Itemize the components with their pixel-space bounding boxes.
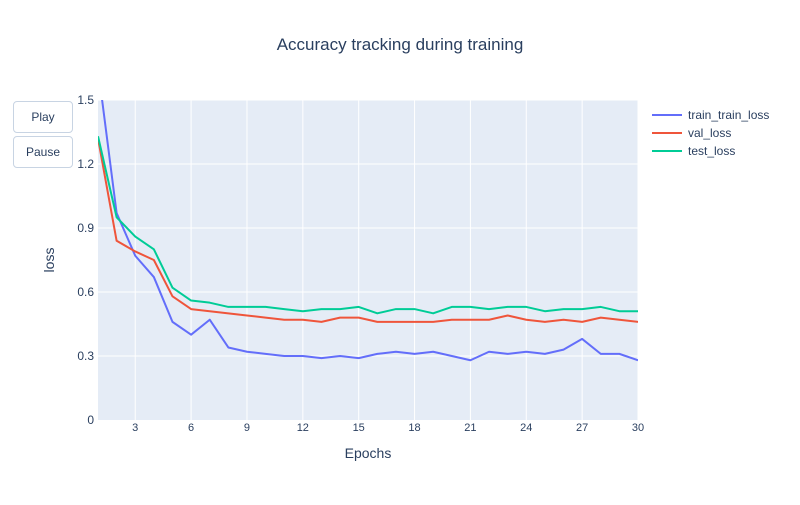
chart-title: Accuracy tracking during training (277, 35, 524, 54)
x-tick-label: 27 (576, 422, 588, 434)
y-tick-label: 0.3 (77, 349, 94, 363)
x-tick-label: 15 (353, 422, 365, 434)
pause-button[interactable]: Pause (13, 136, 73, 168)
grid-lines (98, 99, 639, 420)
series-line-train-train-loss (101, 100, 638, 362)
series-lines (98, 100, 638, 362)
play-button[interactable]: Play (13, 101, 73, 133)
x-tick-label: 9 (244, 422, 250, 434)
y-tick-label: 0 (87, 413, 94, 427)
x-tick-label: 18 (408, 422, 420, 434)
x-axis-ticks: 3 6 9 12 15 18 21 24 27 30 (132, 422, 644, 434)
y-tick-label: 0.9 (77, 221, 94, 235)
legend-label: val_loss (688, 126, 731, 140)
series-line-test-loss (98, 136, 638, 315)
x-tick-label: 6 (188, 422, 194, 434)
legend[interactable]: train_train_loss val_loss test_loss (652, 108, 769, 158)
legend-label: train_train_loss (688, 108, 769, 122)
x-tick-label: 24 (520, 422, 532, 434)
plot-area (98, 100, 638, 420)
legend-item[interactable]: train_train_loss (652, 108, 769, 122)
legend-label: test_loss (688, 144, 735, 158)
x-tick-label: 3 (132, 422, 138, 434)
y-axis-label: loss (41, 248, 57, 273)
x-tick-label: 12 (297, 422, 309, 434)
x-tick-label: 30 (632, 422, 644, 434)
legend-item[interactable]: val_loss (652, 126, 731, 140)
legend-item[interactable]: test_loss (652, 144, 735, 158)
y-axis-ticks: 0 0.3 0.6 0.9 1.2 1.5 (77, 93, 94, 427)
x-axis-label: Epochs (345, 445, 392, 461)
series-line-val-loss (98, 138, 638, 323)
y-tick-label: 0.6 (77, 285, 94, 299)
x-tick-label: 21 (464, 422, 476, 434)
y-tick-label: 1.2 (77, 157, 94, 171)
y-tick-label: 1.5 (77, 93, 94, 107)
